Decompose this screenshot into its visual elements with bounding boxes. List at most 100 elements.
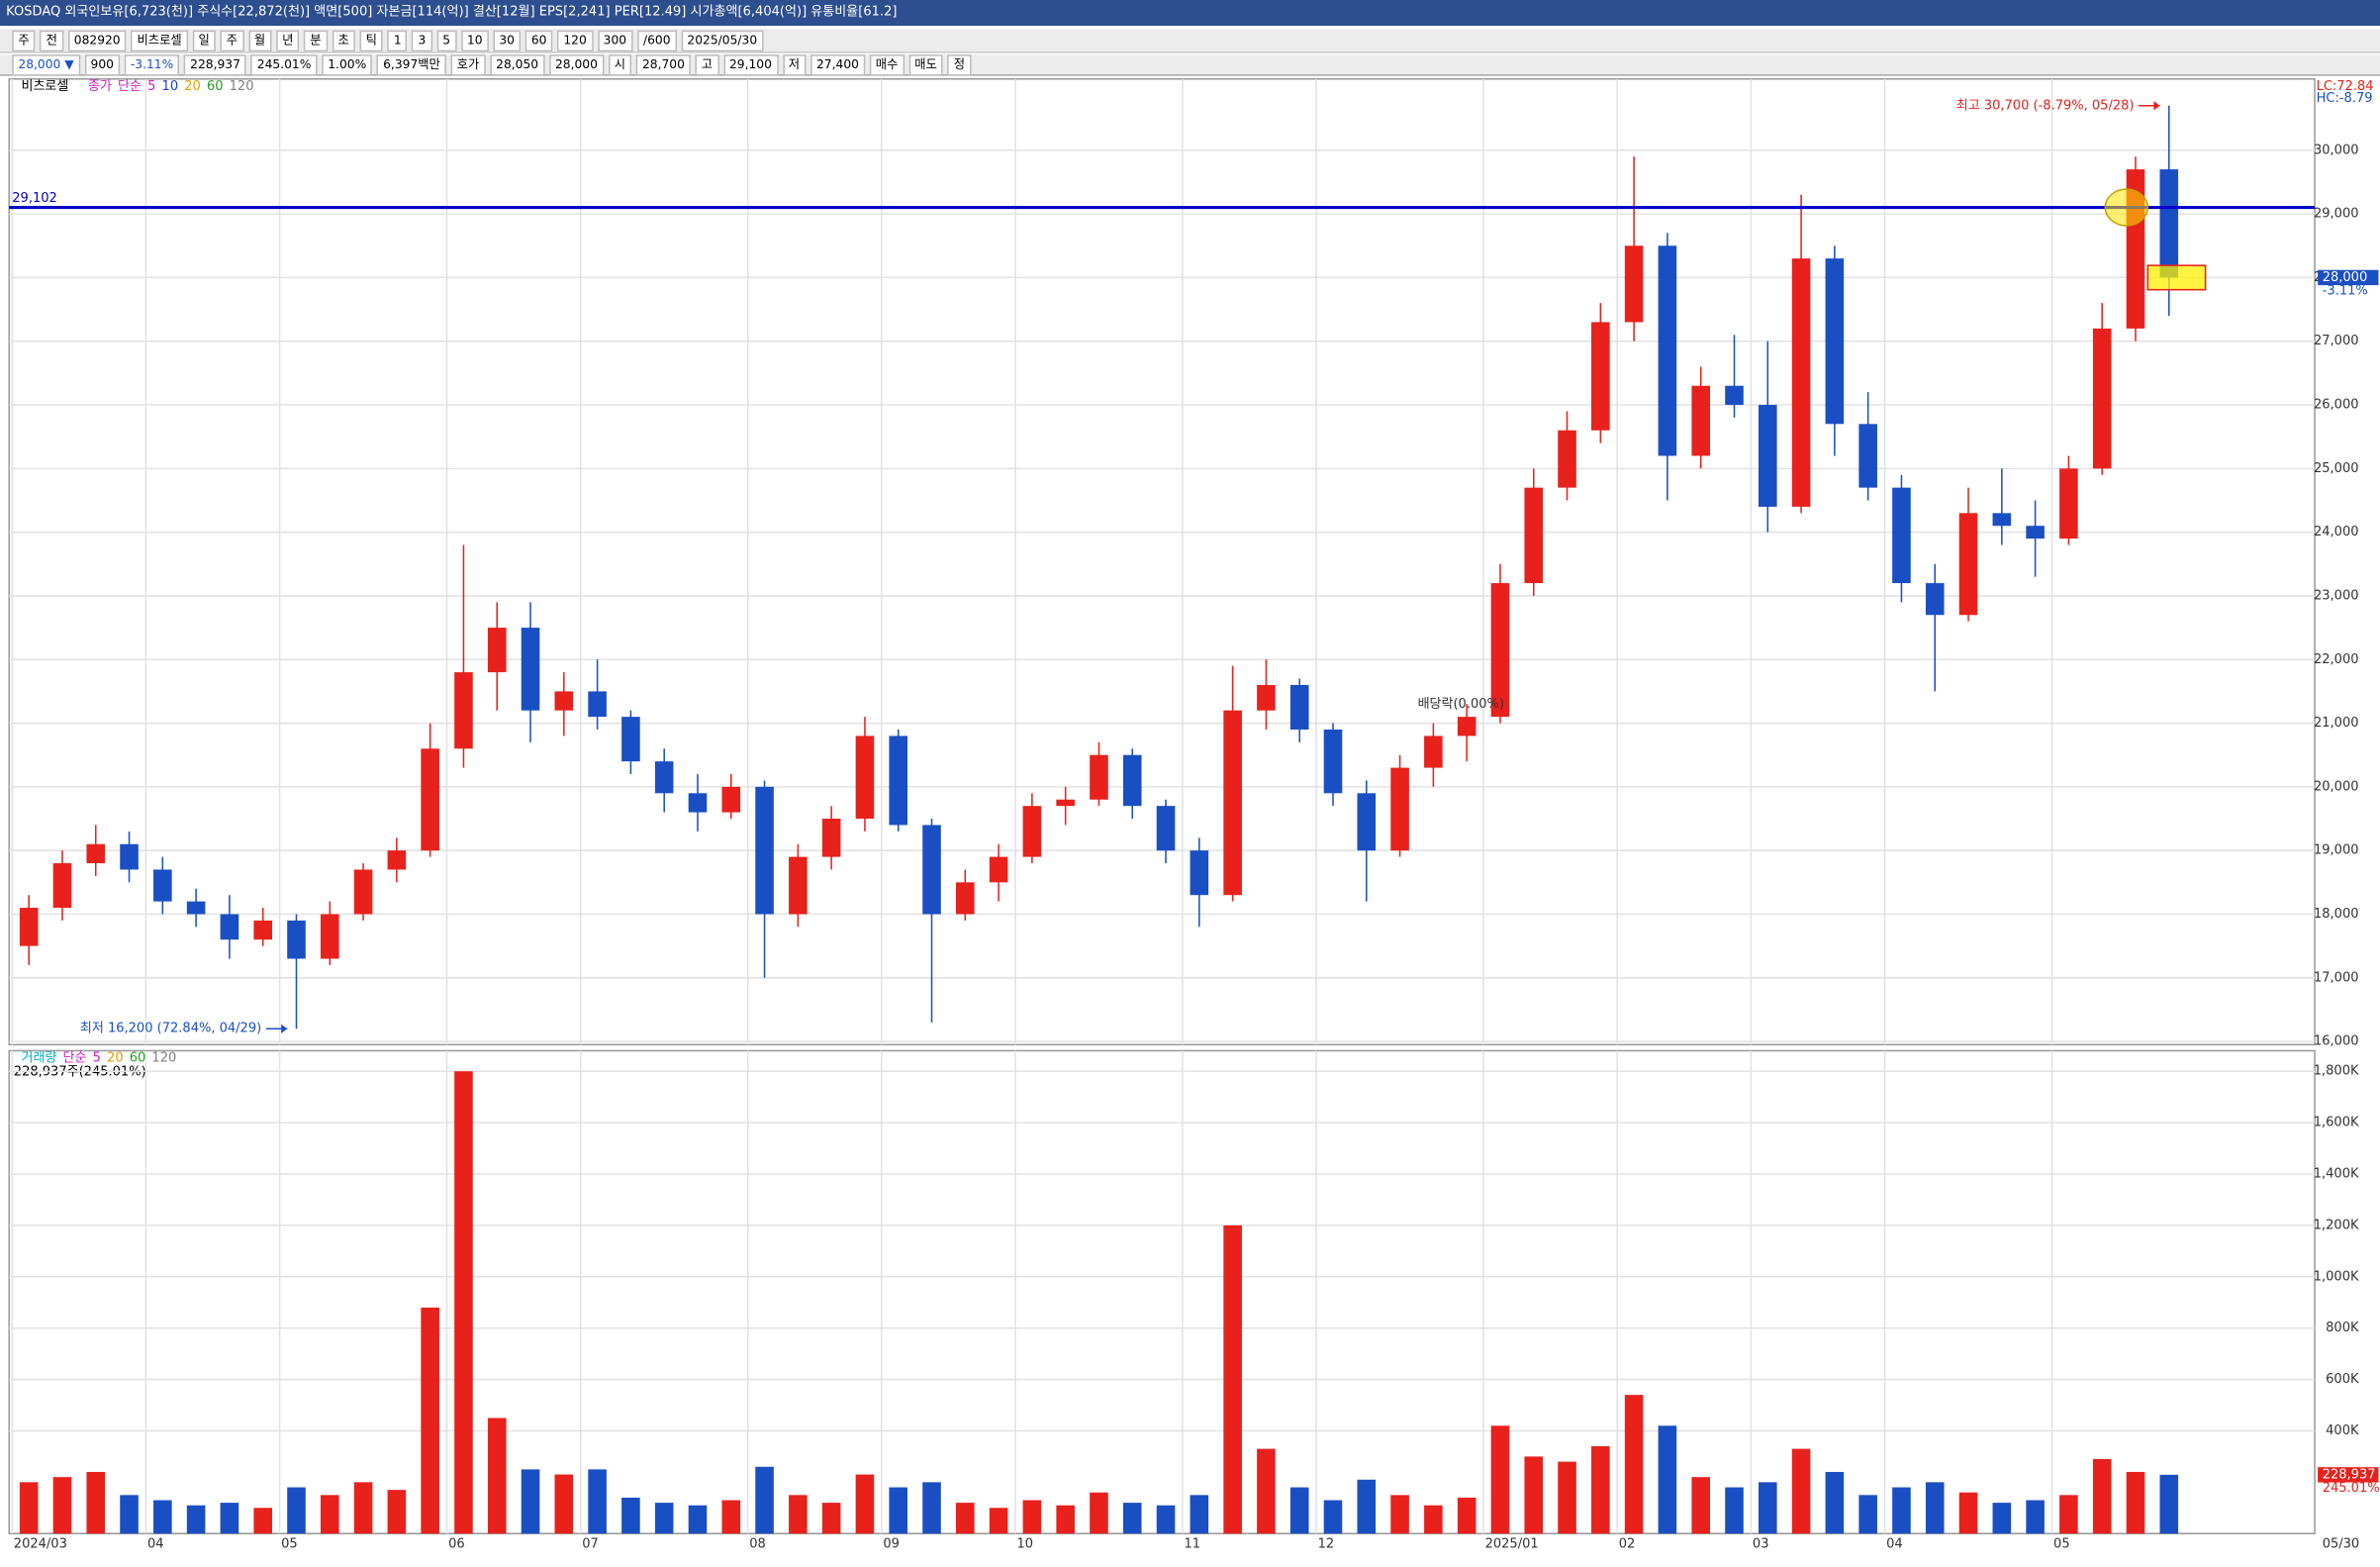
- toolbar-item[interactable]: 1: [387, 29, 408, 51]
- candle-body: [1390, 767, 1409, 851]
- y-tick-label: 800K: [2326, 1321, 2359, 1335]
- legend-entry: 단순: [118, 79, 142, 94]
- toolbar-item[interactable]: 틱: [359, 29, 384, 51]
- x-tick-label: 12: [1318, 1536, 1335, 1551]
- toolbar-item[interactable]: 60: [524, 29, 553, 51]
- x-tick-label: 05: [281, 1536, 298, 1551]
- toolbar-item[interactable]: 주: [12, 29, 36, 51]
- last-change-label: -3.11%: [2323, 284, 2368, 299]
- toolbar-item[interactable]: 10: [460, 29, 489, 51]
- x-tick-label: 07: [582, 1536, 599, 1551]
- volume-bar: [1223, 1224, 1242, 1534]
- volume-bar: [186, 1505, 206, 1534]
- corner-label: LC:72.84: [2317, 79, 2374, 94]
- y-tick-label: 20,000: [2314, 779, 2359, 794]
- candle-body: [1691, 385, 1710, 456]
- x-tick-label: 2024/03: [14, 1536, 67, 1551]
- toolbar-item[interactable]: 초: [332, 29, 355, 51]
- candle-body: [1090, 754, 1108, 800]
- volume-bar: [1424, 1505, 1443, 1534]
- volume-bar: [1791, 1448, 1811, 1534]
- quote-item: -3.11%: [124, 53, 180, 75]
- toolbar-item[interactable]: 주: [220, 29, 244, 51]
- toolbar-item[interactable]: 082920: [67, 29, 127, 51]
- volume-bar: [956, 1503, 975, 1534]
- annotation: 배당락(0.00%): [1418, 697, 1504, 712]
- candle-body: [1591, 322, 1610, 431]
- x-tick-label: 11: [1184, 1536, 1200, 1551]
- annotation-arrow: [2153, 101, 2160, 111]
- last-price-label: 28,000: [2323, 270, 2368, 285]
- candle-body: [1658, 245, 1677, 456]
- candle-body: [1156, 806, 1176, 851]
- volume-bar: [1925, 1482, 1945, 1534]
- y-tick-label: 19,000: [2314, 843, 2359, 858]
- volume-bar: [1892, 1487, 1911, 1534]
- x-tick-label: 06: [448, 1536, 465, 1551]
- candle-body: [989, 856, 1008, 883]
- candle-body: [922, 825, 941, 915]
- volume-bar: [1490, 1425, 1510, 1534]
- quote-item: 시: [608, 53, 632, 75]
- y-tick-label: 1,400K: [2314, 1166, 2359, 1181]
- title-bar: KOSDAQ 외국인보유[6,723(천)] 주식수[22,872(천)] 액면…: [0, 0, 2380, 27]
- volume-bar: [1558, 1461, 1576, 1534]
- volume-bar: [1190, 1495, 1209, 1534]
- x-end-label: 05/30: [2323, 1536, 2360, 1551]
- toolbar-item[interactable]: 120: [557, 29, 593, 51]
- volume-panel: [8, 1049, 2316, 1535]
- volume-bar: [421, 1307, 439, 1534]
- candle-body: [2026, 526, 2045, 539]
- corner-label: HC:-8.79: [2317, 91, 2373, 106]
- reference-label: 29,102: [12, 191, 57, 206]
- last-volume-box: [2318, 1467, 2379, 1483]
- legend-entry: 120: [230, 79, 254, 94]
- volume-bar: [1090, 1492, 1108, 1534]
- legend-entry: 5: [93, 1051, 101, 1066]
- volume-bar: [1323, 1500, 1343, 1534]
- toolbar-item[interactable]: 일: [192, 29, 216, 51]
- candle-body: [2092, 328, 2112, 469]
- candle-body: [688, 793, 708, 813]
- volume-bar: [1591, 1446, 1610, 1534]
- candle-body: [19, 908, 39, 946]
- candle-body: [1858, 424, 1877, 488]
- annotation: 최저 16,200 (72.84%, 04/29): [80, 1022, 261, 1036]
- candle-body: [621, 717, 640, 762]
- volume-bar: [755, 1466, 774, 1534]
- toolbar-item[interactable]: 3: [412, 29, 432, 51]
- candle-body: [1992, 513, 2012, 527]
- toolbar-item[interactable]: 분: [304, 29, 328, 51]
- candle-body: [721, 786, 741, 813]
- volume-bar: [1390, 1495, 1409, 1534]
- candle-body: [1524, 487, 1544, 584]
- toolbar-item[interactable]: 300: [597, 29, 633, 51]
- toolbar-item[interactable]: 30: [493, 29, 522, 51]
- toolbar-item[interactable]: 비츠로셀: [131, 29, 188, 51]
- volume-bar: [1056, 1505, 1075, 1534]
- y-tick-label: 17,000: [2314, 970, 2359, 985]
- quote-item: 정: [947, 53, 972, 75]
- candle-body: [1725, 385, 1744, 406]
- volume-bar: [1289, 1487, 1309, 1534]
- quote-item: 28,700: [635, 53, 692, 75]
- toolbar-item[interactable]: 5: [436, 29, 457, 51]
- y-tick-label: 1,800K: [2314, 1064, 2359, 1079]
- volume-bar: [1992, 1503, 2012, 1534]
- volume-bar: [1524, 1456, 1544, 1534]
- candle-body: [2159, 169, 2179, 278]
- y-tick-label: 30,000: [2314, 143, 2359, 157]
- candle-body: [1022, 806, 1042, 857]
- volume-bar: [1457, 1497, 1476, 1534]
- toolbar-item[interactable]: 월: [247, 29, 272, 51]
- toolbar-item[interactable]: /600: [636, 29, 677, 51]
- toolbar-item[interactable]: 전: [40, 29, 64, 51]
- volume-bar: [1122, 1503, 1142, 1534]
- chart-title: 비츠로셀: [21, 79, 68, 94]
- toolbar-item[interactable]: 2025/05/30: [681, 29, 764, 51]
- candle-body: [253, 920, 272, 940]
- volume-bar: [1257, 1448, 1276, 1534]
- toolbar-item[interactable]: 년: [275, 29, 300, 51]
- candle-body: [1892, 487, 1911, 584]
- volume-bar: [588, 1469, 607, 1534]
